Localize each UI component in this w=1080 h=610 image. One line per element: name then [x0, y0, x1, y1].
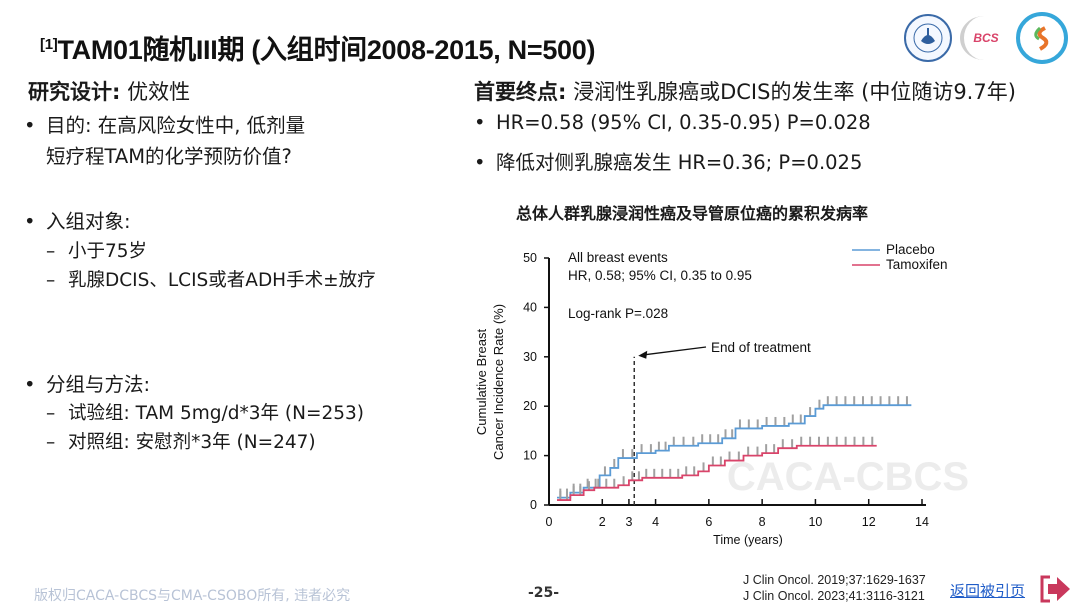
series-line-placebo [556, 404, 912, 499]
bullet-purpose-cont: 短疗程TAM的化学预防价值? [46, 145, 292, 168]
x-tick-label: 14 [915, 515, 929, 529]
reference-1: J Clin Oncol. 2019;37:1629-1637 [743, 573, 926, 587]
back-to-citing-page-link[interactable]: 返回被引页 [950, 582, 1026, 600]
annotation-line1: All breast events [568, 250, 668, 265]
bullet-enrollment: • 入组对象: [24, 210, 131, 233]
annotation-line2: HR, 0.58; 95% CI, 0.35 to 0.95 [568, 268, 752, 283]
sub-methods-control: – 对照组: 安慰剂*3年 (N=247) [46, 432, 316, 453]
sub-enrollment-surgery: – 乳腺DCIS、LCIS或者ADH手术±放疗 [46, 270, 376, 291]
csobo-logo-icon [1016, 12, 1068, 64]
x-axis-label: Time (years) [713, 533, 783, 547]
page-number: -25- [528, 585, 560, 601]
x-tick-label: 2 [599, 515, 606, 529]
reference-2: J Clin Oncol. 2023;41:3116-3121 [743, 589, 925, 603]
bullet-methods: • 分组与方法: [24, 373, 151, 396]
x-tick-label: 12 [862, 515, 876, 529]
arrowhead-icon [638, 350, 648, 359]
slide-title: [1]TAM01随机III期 (入组时间2008-2015, N=500) [40, 28, 595, 67]
y-axis-label-line1: Cumulative Breast [474, 329, 489, 436]
logo-group: BCS [904, 12, 1068, 64]
endpoint-heading: 首要终点: 浸润性乳腺癌或DCIS的发生率 (中位随访9.7年) [474, 80, 1016, 104]
references: J Clin Oncol. 2019;37:1629-1637 J Clin O… [743, 572, 926, 604]
bullet-contralateral: • 降低对侧乳腺癌发生 HR=0.36; P=0.025 [474, 151, 863, 174]
x-tick-label: 3 [625, 515, 632, 529]
y-tick-label: 30 [523, 350, 537, 364]
design-heading: 研究设计: 优效性 [28, 80, 191, 104]
x-tick-label: 4 [652, 515, 659, 529]
sub-methods-trial: – 试验组: TAM 5mg/d*3年 (N=253) [46, 403, 364, 424]
series-line-tamoxifen [556, 444, 877, 501]
x-tick-label: 6 [705, 515, 712, 529]
y-tick-label: 20 [523, 399, 537, 413]
copyright-text: 版权归CACA-CBCS与CMA-CSOBO所有, 违者必究 [34, 588, 351, 604]
sub-enrollment-age: – 小于75岁 [46, 241, 148, 262]
annotation-line3: Log-rank P=.028 [568, 306, 668, 321]
legend-tamoxifen-label: Tamoxifen [886, 257, 948, 272]
caca-logo-icon [904, 14, 952, 62]
exit-arrow-icon[interactable] [1038, 574, 1072, 604]
y-tick-label: 40 [523, 300, 537, 314]
watermark-text: CACA-CBCS [727, 455, 969, 499]
x-tick-label: 0 [546, 515, 553, 529]
y-tick-label: 0 [530, 498, 537, 512]
x-tick-label: 8 [759, 515, 766, 529]
bcs-logo-icon: BCS [960, 16, 1008, 60]
y-axis-label-line2: Cancer Incidence Rate (%) [491, 304, 506, 460]
bullet-hr: • HR=0.58 (95% CI, 0.35-0.95) P=0.028 [474, 111, 871, 134]
title-text: TAM01随机III期 (入组时间2008-2015, N=500) [57, 35, 596, 65]
x-tick-label: 10 [808, 515, 822, 529]
bullet-purpose: • 目的: 在高风险女性中, 低剂量 [24, 114, 306, 137]
y-tick-label: 10 [523, 449, 537, 463]
end-of-treatment-arrow [644, 346, 707, 356]
ref-marker: [1] [40, 36, 58, 53]
legend-placebo-label: Placebo [886, 242, 935, 257]
chart-title: 总体人群乳腺浸润性癌及导管原位癌的累积发病率 [516, 204, 869, 223]
y-tick-label: 50 [523, 251, 537, 265]
censor-marks-tamoxifen [559, 436, 874, 501]
end-of-treatment-label: End of treatment [711, 340, 811, 355]
